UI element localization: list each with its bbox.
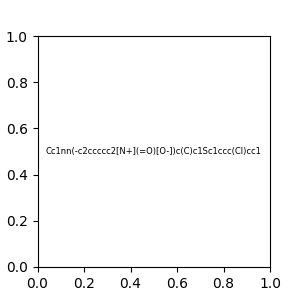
Text: Cc1nn(-c2ccccc2[N+](=O)[O-])c(C)c1Sc1ccc(Cl)cc1: Cc1nn(-c2ccccc2[N+](=O)[O-])c(C)c1Sc1ccc…	[46, 147, 262, 156]
